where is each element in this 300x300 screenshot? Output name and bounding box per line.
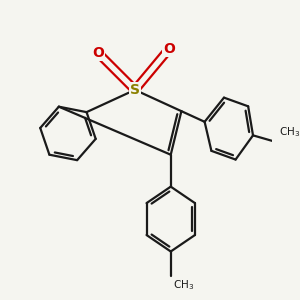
Text: CH$_3$: CH$_3$ <box>279 126 300 140</box>
Text: O: O <box>92 46 104 60</box>
Text: O: O <box>163 42 175 56</box>
Text: S: S <box>130 83 140 97</box>
Text: CH$_3$: CH$_3$ <box>173 279 195 292</box>
